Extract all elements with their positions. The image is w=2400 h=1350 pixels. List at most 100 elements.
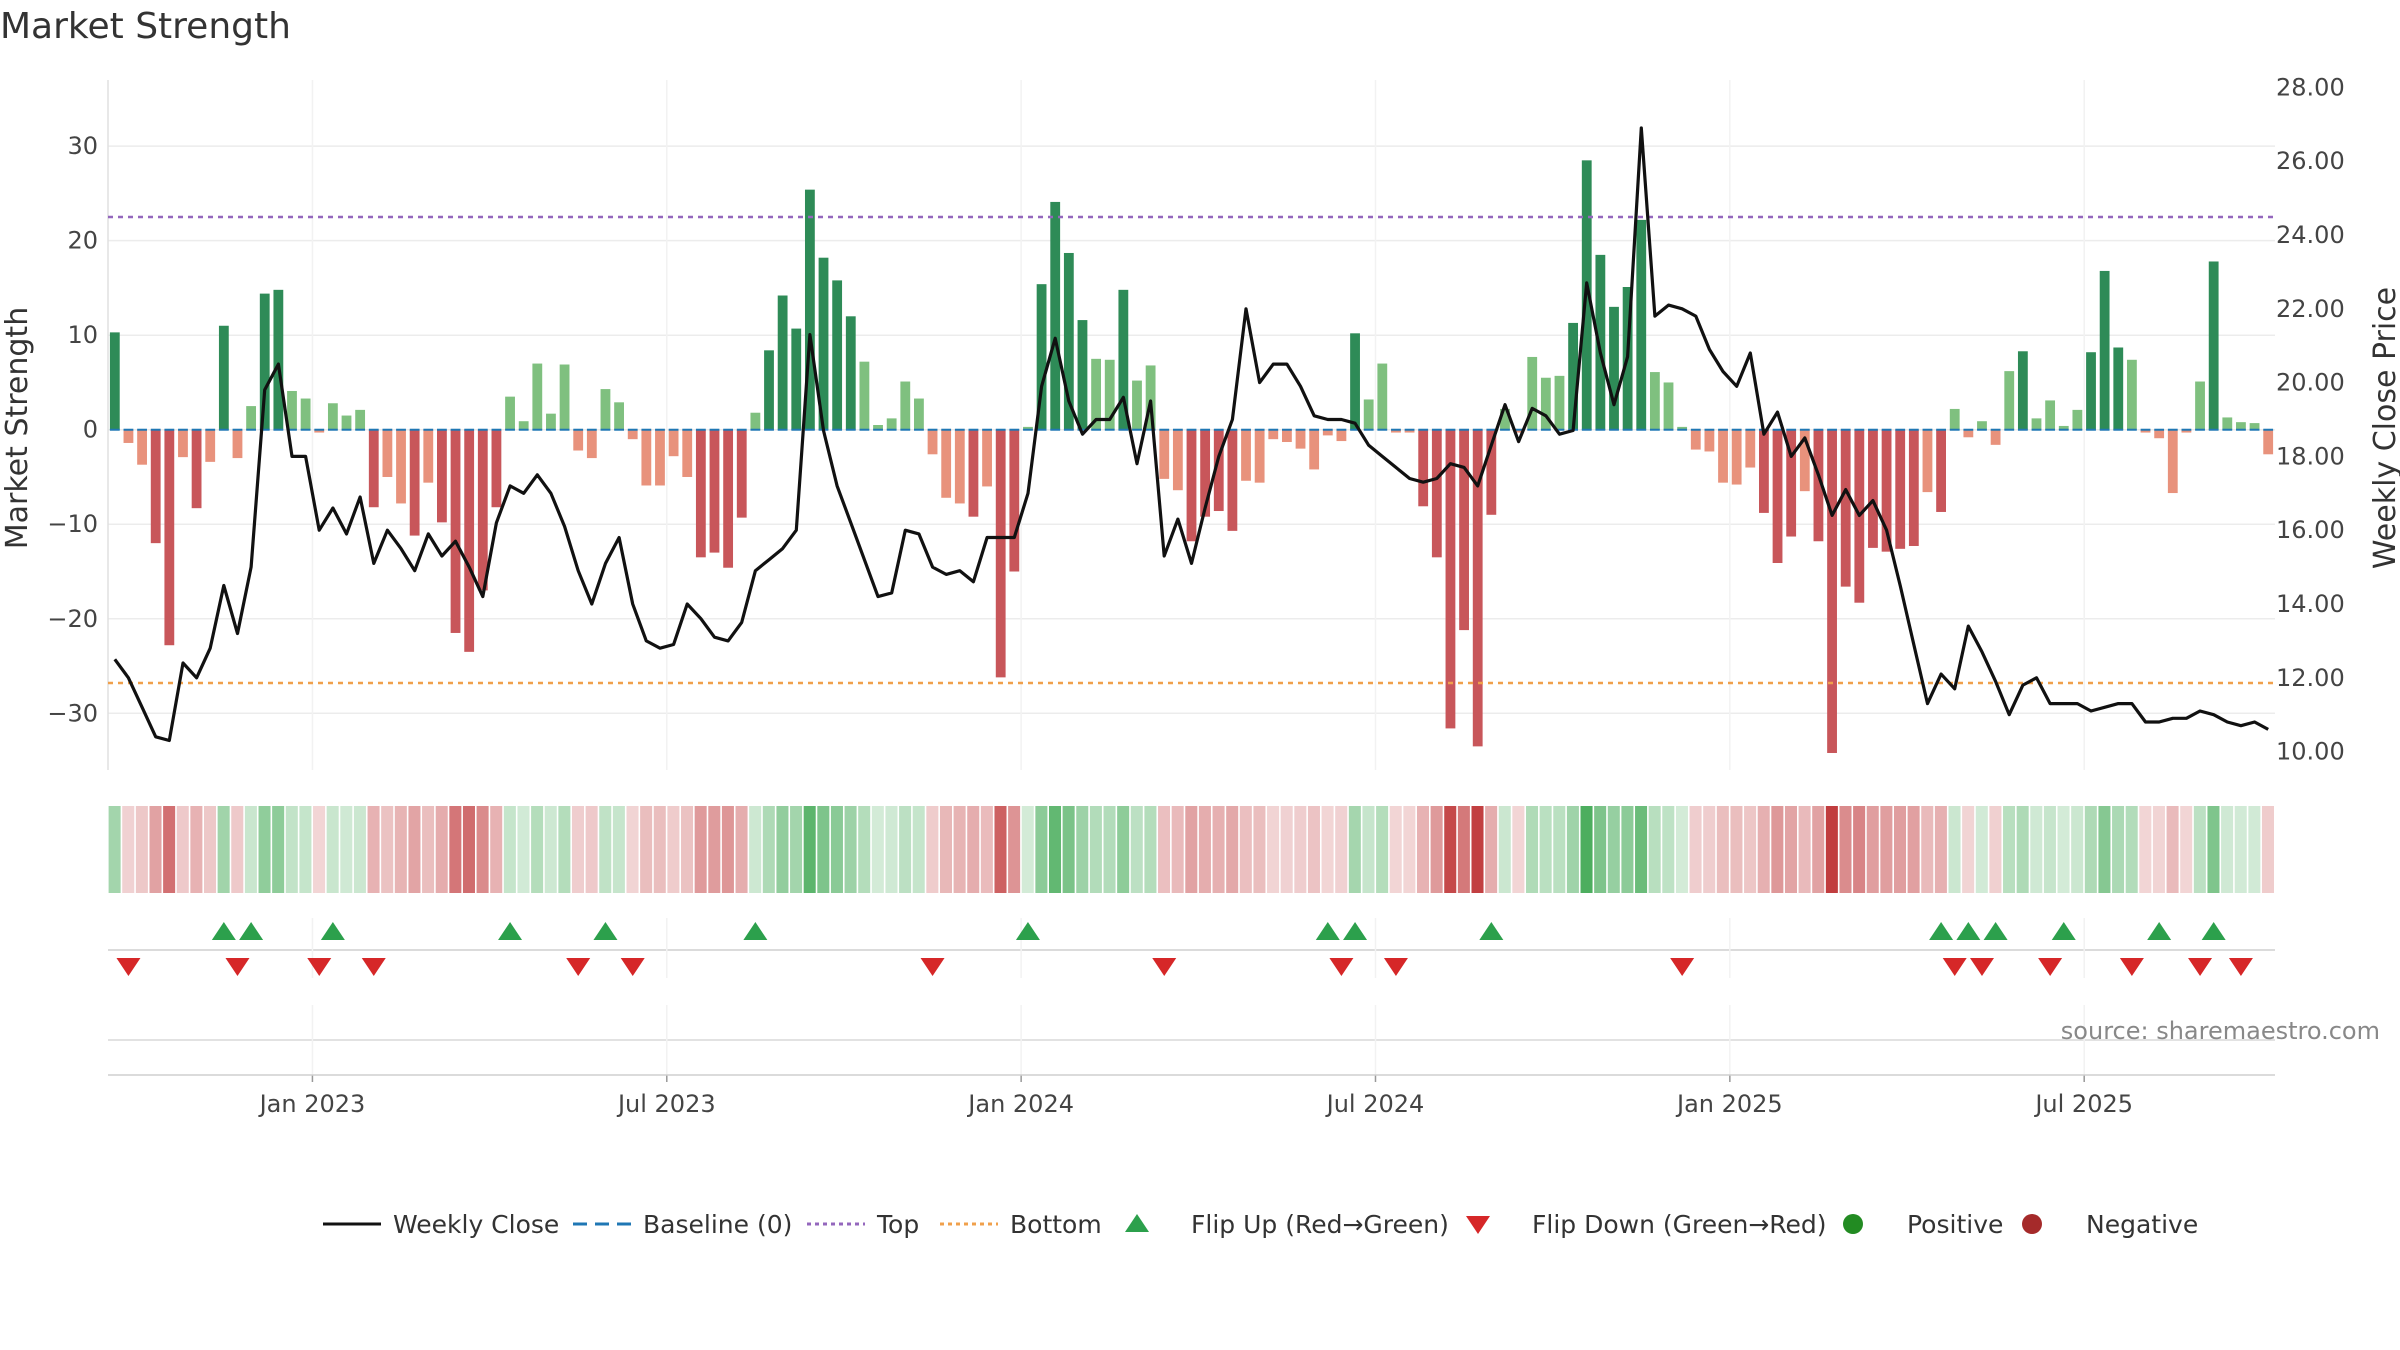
heat-cell	[1975, 806, 1988, 893]
heat-cell	[176, 806, 189, 893]
heat-cell	[244, 806, 257, 893]
strength-bar	[218, 325, 229, 430]
strength-bar	[1295, 429, 1306, 449]
heat-cell	[626, 806, 639, 893]
heat-cell	[1416, 806, 1430, 893]
flip-up-marker	[2201, 922, 2226, 940]
x-tick-label: Jul 2023	[616, 1090, 716, 1118]
strength-bar	[573, 429, 584, 451]
flip-up-marker	[1983, 922, 2008, 940]
strength-bar	[1731, 429, 1742, 485]
strength-bar	[614, 402, 624, 430]
heat-cell	[1212, 806, 1225, 893]
heat-cell	[503, 806, 516, 893]
strength-bar	[1677, 426, 1688, 430]
strength-bar	[546, 413, 556, 430]
heat-cell	[885, 806, 898, 893]
legend-swatch	[1843, 1214, 1863, 1234]
strength-bar	[2031, 418, 2042, 430]
strength-bar	[600, 389, 611, 430]
heat-cell	[135, 806, 148, 893]
flip-down-marker	[566, 958, 591, 976]
strength-bar	[832, 280, 843, 430]
strength-bar	[1091, 358, 1102, 430]
heat-cell	[1580, 806, 1593, 893]
heat-cell	[1526, 806, 1539, 893]
strength-bar	[750, 412, 761, 430]
strength-bar	[491, 429, 502, 508]
strength-bar	[954, 429, 965, 504]
strength-bar	[1649, 372, 1660, 430]
strength-bar	[1840, 429, 1851, 587]
strength-bar	[273, 289, 284, 430]
strength-bar	[1772, 429, 1783, 563]
strength-bar	[450, 429, 461, 633]
heat-cell	[2057, 806, 2070, 893]
heat-cell	[1812, 806, 1825, 893]
heat-cell	[517, 806, 530, 893]
heat-cell	[612, 806, 625, 893]
heat-cell	[1471, 806, 1484, 893]
heat-cell	[1253, 806, 1266, 893]
heat-cell	[1008, 806, 1021, 893]
strength-bar	[914, 398, 924, 430]
strength-bar	[1799, 429, 1810, 492]
flip-up-marker	[498, 922, 523, 940]
flip-down-marker	[2038, 958, 2063, 976]
heat-cell	[803, 806, 816, 893]
strength-bar	[982, 429, 992, 487]
y-tick-label: 0	[83, 416, 98, 444]
heat-cell	[1048, 806, 1062, 893]
flip-down-marker	[1152, 958, 1177, 976]
x-axis: Jan 2023 Jul 2023 Jan 2024 Jul 2024 Jan 2025…	[108, 1005, 2275, 1118]
strength-bar	[1663, 382, 1674, 430]
strength-bar	[1254, 429, 1265, 483]
strength-bar	[777, 295, 788, 430]
heat-cell	[926, 806, 939, 893]
heat-cell	[599, 806, 612, 893]
strength-bar	[1472, 429, 1483, 747]
y2-tick-label: 18.00	[2276, 442, 2345, 470]
y2-tick-label: 16.00	[2276, 516, 2345, 544]
y-tick-label: −20	[47, 605, 98, 633]
y2-tick-label: 24.00	[2276, 221, 2345, 249]
strength-bar	[1527, 356, 1538, 430]
flip-up-marker	[593, 922, 618, 940]
heat-cell	[585, 806, 598, 893]
strength-bar	[1690, 429, 1701, 450]
strength-bar	[1936, 429, 1946, 512]
y2-tick-label: 10.00	[2276, 738, 2345, 766]
heat-cell	[858, 806, 871, 893]
strength-bar	[1132, 380, 1142, 430]
heat-cell	[953, 806, 966, 893]
heat-cell	[694, 806, 707, 893]
legend-swatch	[1125, 1214, 1149, 1232]
heat-cell	[653, 806, 666, 893]
strength-bar	[1009, 429, 1020, 572]
strength-bar	[109, 332, 120, 430]
strength-bar	[1895, 429, 1906, 549]
heat-cell	[681, 806, 694, 893]
heat-cell	[285, 806, 298, 893]
strength-bar	[1309, 429, 1320, 470]
heat-cell	[980, 806, 993, 893]
heat-cell	[1771, 806, 1784, 893]
heat-cell	[231, 806, 244, 893]
heat-cell	[1757, 806, 1770, 893]
heat-cell	[1171, 806, 1184, 893]
heat-cell	[1267, 806, 1280, 893]
heat-cell	[721, 806, 734, 893]
heat-cell	[217, 806, 230, 893]
strength-bar	[641, 429, 652, 486]
heat-cell	[381, 806, 394, 893]
heat-cell	[1130, 806, 1143, 893]
heat-cell	[258, 806, 271, 893]
flip-down-marker	[116, 958, 141, 976]
strength-bar	[1431, 429, 1442, 558]
weekly-close-line	[113, 126, 2269, 743]
flip-down-marker	[1329, 958, 1354, 976]
strength-bar	[532, 363, 543, 430]
heat-cell	[2166, 806, 2179, 893]
strength-bar	[300, 398, 311, 430]
flip-up-marker	[1956, 922, 1981, 940]
